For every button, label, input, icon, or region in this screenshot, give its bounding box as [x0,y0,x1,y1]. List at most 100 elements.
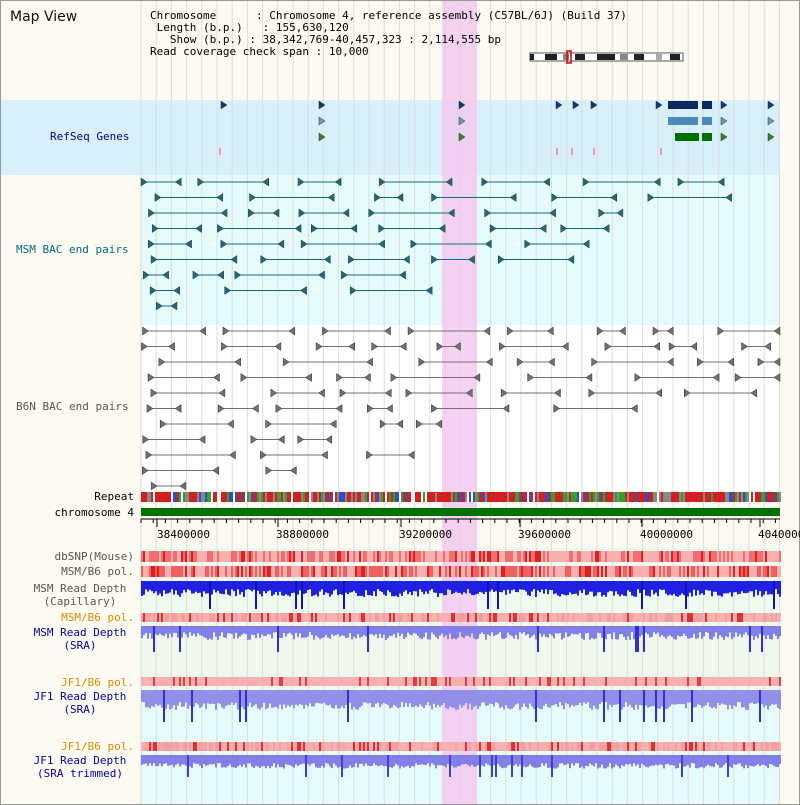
dbsnp-strip [713,551,715,562]
jf1-b6-pol-trim-strip [749,742,751,751]
jf1-trimmed-depth-bar [743,755,745,769]
msm-capillary-depth-bar [199,581,201,593]
jf1-b6-pol-strip [693,677,695,686]
msm-sra-depth-bar [443,626,445,638]
jf1-b6-pol-strip [221,677,223,686]
msm-capillary-depth-bar [589,581,591,592]
track-label-jf1-b6-pol-2[interactable]: JF1/B6 pol. [61,740,134,753]
msm-b6-pol-sra-strip [603,613,605,622]
dbsnp-strip [237,551,239,562]
b6n-bac-end-arrow [221,342,228,351]
msm-b6-pol-sra-strip [435,613,437,622]
msm-capillary-depth-bar [243,581,245,597]
msm-b6-pol-strip [359,566,361,577]
msm-b6-pol-sra-strip [479,613,481,622]
msm-sra-depth-bar [185,626,187,635]
msm-b6-pol-strip [395,566,397,577]
jf1-sra-depth-bar [275,690,277,707]
msm-sra-depth-bar [415,626,417,634]
msm-capillary-depth-bar [541,581,543,590]
track-label-jf1-depth-sra[interactable]: JF1 Read Depth (SRA) [20,690,140,716]
jf1-b6-pol-strip [153,677,155,686]
jf1-trimmed-depth-bar [637,755,639,765]
msm-b6-pol-strip [643,566,645,577]
jf1-b6-pol-strip [771,677,773,686]
jf1-sra-depth-bar [639,690,641,705]
msm-capillary-depth-bar [545,581,547,590]
b6n-bac-end-arrow [348,342,355,351]
refseq-gene-arrow [655,100,663,110]
dbsnp-strip [527,551,529,562]
page-title: Map View [10,9,78,25]
msm-sra-depth-bar [215,626,217,637]
track-label-repeat[interactable]: Repeat [94,490,134,503]
msm-b6-pol-sra-strip [365,613,367,622]
repeat-segment [575,492,577,502]
jf1-b6-pol-trim-strip [415,742,417,751]
dbsnp-strip [653,551,655,562]
dbsnp-strip [261,551,263,562]
msm-b6-pol-sra-strip [581,613,583,622]
track-label-jf1-b6-pol-1[interactable]: JF1/B6 pol. [61,676,134,689]
msm-b6-pol-sra-strip [525,613,527,622]
dbsnp-strip [291,551,293,562]
msm-sra-depth-bar [517,626,519,640]
jf1-sra-depth-bar [545,690,547,704]
track-label-msm-depth-sra[interactable]: MSM Read Depth (SRA) [20,626,140,652]
msm-b6-pol-strip [259,566,261,577]
msm-sra-depth-bar [719,626,721,636]
repeat-segment [581,492,583,502]
jf1-b6-pol-trim-strip [735,742,737,751]
msm-b6-pol-sra-strip [417,613,419,622]
jf1-trimmed-depth-bar [309,755,311,766]
dbsnp-strip [759,551,761,562]
msm-sra-depth-bar [227,626,229,634]
msm-capillary-depth-bar [441,581,443,594]
msm-capillary-depth-bar [291,581,293,593]
jf1-b6-pol-trim-strip [435,742,437,751]
repeat-segment [625,492,627,502]
msm-bac-end-arrow [272,208,280,218]
track-label-dbsnp[interactable]: dbSNP(Mouse) [54,550,134,563]
jf1-b6-pol-trim-strip [331,742,333,751]
track-label-chromosome[interactable]: chromosome 4 [54,506,134,519]
track-label-b6n-bac[interactable]: B6N BAC end pairs [16,400,129,413]
msm-sra-depth-bar [329,626,331,639]
jf1-depth-trim-line1: JF1 Read Depth [33,754,127,767]
track-label-jf1-depth-trimmed[interactable]: JF1 Read Depth (SRA trimmed) [20,754,140,780]
msm-b6-pol-sra-strip [741,613,743,622]
jf1-sra-depth-bar [747,690,749,710]
msm-b6-pol-sra-strip [659,613,661,622]
msm-sra-depth-bar [751,626,753,636]
msm-b6-pol-strip [425,566,427,577]
jf1-sra-depth-bar [611,690,613,707]
track-label-refseq[interactable]: RefSeq Genes [50,130,130,143]
msm-sra-depth-bar [383,626,385,635]
repeat-segment [685,492,687,502]
jf1-b6-pol-strip [503,677,505,686]
msm-b6-pol-sra-strip [697,613,699,622]
b6n-bac-end-arrow [666,326,674,336]
dbsnp-strip [301,551,303,562]
track-label-msm-depth-capillary[interactable]: MSM Read Depth (Capillary) [20,582,140,608]
msm-b6-pol-sra-strip [533,613,535,622]
msm-sra-depth-bar [489,626,491,636]
msm-b6-pol-sra-strip [735,613,737,622]
track-label-msm-bac[interactable]: MSM BAC end pairs [16,243,129,256]
jf1-b6-pol-trim-strip [157,742,159,751]
msm-b6-pol-strip [345,566,347,577]
jf1-b6-pol-trim-strip [401,742,403,751]
jf1-b6-pol-strip [499,677,501,686]
b6n-bac-end-arrow [690,342,698,351]
msm-b6-pol-sra-strip [651,613,653,622]
msm-capillary-depth-bar [293,581,295,593]
track-label-msm-b6-pol-1[interactable]: MSM/B6 pol. [61,565,134,578]
msm-capillary-depth-bar [379,581,381,592]
msm-b6-pol-strip [509,566,511,577]
msm-b6-pol-strip [653,566,655,577]
msm-b6-pol-strip [529,566,531,577]
msm-sra-depth-bar [223,626,225,638]
msm-b6-pol-strip [349,566,351,577]
jf1-sra-depth-bar [419,690,421,705]
track-label-msm-b6-pol-2[interactable]: MSM/B6 pol. [61,611,134,624]
